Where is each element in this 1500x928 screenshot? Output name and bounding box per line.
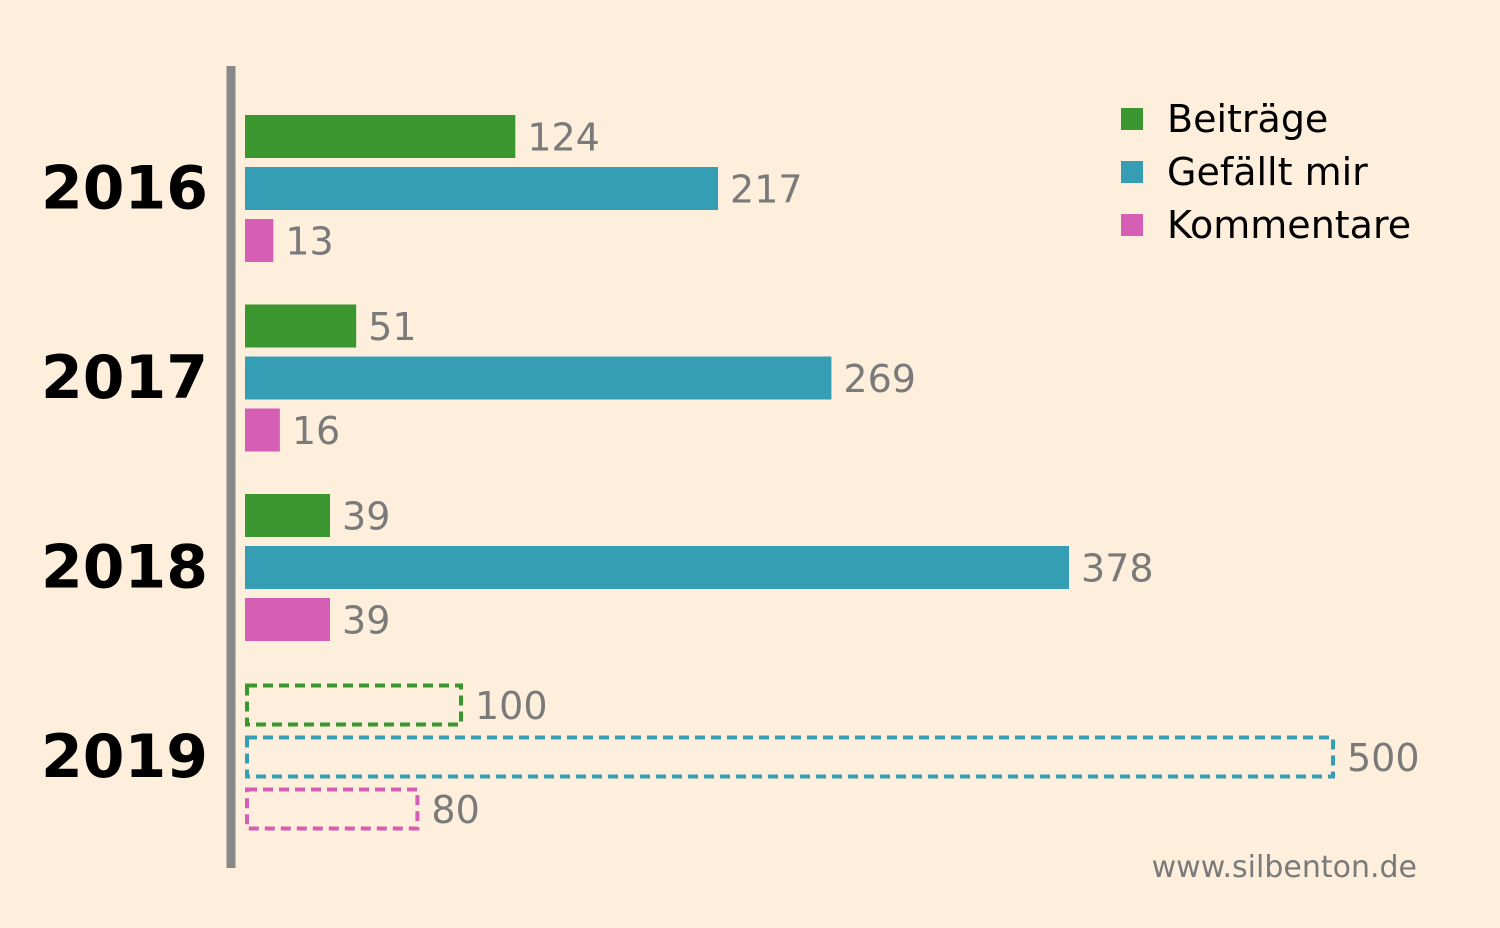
legend: Beiträge Gefällt mir Kommentare (1121, 97, 1411, 247)
value-label-beitr-ge-2016: 124 (527, 116, 600, 160)
year-label-2017: 2017 (41, 343, 208, 413)
value-label-gef-llt-mir-2016: 217 (730, 168, 803, 212)
bar-beitr-ge-2016 (245, 115, 516, 158)
legend-label-beitr-ge: Beiträge (1167, 97, 1328, 141)
legend-swatch-beitr-ge (1121, 108, 1143, 130)
bar-gef-llt-mir-2019 (245, 735, 1335, 779)
bar-beitr-ge-2017 (245, 304, 357, 348)
watermark-text: www.silbenton.de (1152, 850, 1417, 885)
value-label-kommentare-2016: 13 (285, 220, 333, 264)
bar-kommentare-2018 (245, 598, 331, 641)
bar-gef-llt-mir-2017 (245, 356, 832, 400)
value-label-beitr-ge-2018: 39 (342, 495, 390, 539)
labels-layer: 2016 124 217 13 2017 51 269 16 2018 39 378 39 2019 10… (41, 116, 1420, 833)
value-label-beitr-ge-2019: 100 (475, 684, 548, 728)
year-label-2016: 2016 (41, 154, 208, 224)
value-label-kommentare-2017: 16 (292, 409, 340, 453)
year-label-2018: 2018 (41, 533, 208, 603)
bar-gef-llt-mir-2016 (245, 167, 719, 210)
bar-beitr-ge-2018 (245, 494, 331, 537)
value-label-kommentare-2019: 80 (431, 788, 479, 832)
bars-layer (245, 115, 1335, 831)
year-label-2019: 2019 (41, 722, 208, 792)
legend-swatch-kommentare (1121, 214, 1143, 236)
value-label-kommentare-2018: 39 (342, 599, 390, 643)
value-label-beitr-ge-2017: 51 (368, 305, 416, 349)
bar-beitr-ge-2019 (245, 683, 463, 727)
value-label-gef-llt-mir-2018: 378 (1081, 547, 1154, 591)
bar-kommentare-2016 (245, 219, 274, 262)
bar-kommentare-2017 (245, 408, 280, 452)
bar-kommentare-2019 (245, 787, 420, 831)
bar-gef-llt-mir-2018 (245, 546, 1070, 589)
legend-label-gef-llt-mir: Gefällt mir (1167, 150, 1368, 194)
value-label-gef-llt-mir-2017: 269 (843, 357, 916, 401)
legend-swatch-gef-llt-mir (1121, 161, 1143, 183)
value-label-gef-llt-mir-2019: 500 (1347, 736, 1420, 780)
legend-label-kommentare: Kommentare (1167, 203, 1411, 247)
